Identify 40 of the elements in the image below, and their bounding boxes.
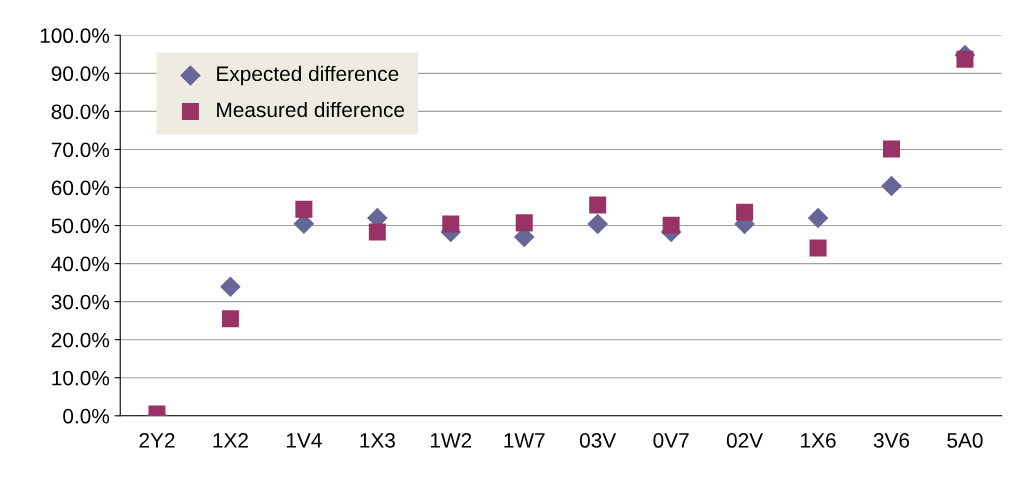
point bbox=[736, 203, 754, 221]
point bbox=[587, 213, 608, 235]
x-tick-label: 1X3 bbox=[360, 433, 395, 448]
y-tick-label: 90.0% bbox=[51, 66, 110, 82]
x-tick-label: 2Y2 bbox=[139, 433, 175, 448]
point bbox=[368, 223, 386, 241]
x-tick-label: 3V6 bbox=[873, 433, 910, 448]
y-tick-label: 70.0% bbox=[51, 142, 110, 158]
y-tick-label: 100.0% bbox=[40, 28, 110, 44]
point bbox=[807, 207, 829, 229]
point bbox=[882, 140, 900, 158]
point bbox=[442, 215, 460, 233]
y-tick-label: 10.0% bbox=[52, 370, 110, 386]
legend-label: Measured difference bbox=[217, 101, 405, 118]
x-tick-label: 1V4 bbox=[286, 433, 322, 448]
x-tick-label: 1W2 bbox=[430, 433, 472, 448]
x-tick-label: 5A0 bbox=[947, 433, 983, 448]
y-tick-label: 20.0% bbox=[51, 332, 110, 348]
y-tick-label: 80.0% bbox=[51, 104, 110, 120]
y-tick-label: 0.0% bbox=[63, 408, 110, 424]
x-tick-label: 1X6 bbox=[801, 433, 836, 448]
point bbox=[956, 50, 974, 68]
point bbox=[881, 175, 902, 197]
x-tick-label: 1X2 bbox=[213, 433, 248, 448]
point bbox=[589, 196, 607, 214]
point bbox=[809, 239, 827, 257]
point bbox=[220, 276, 241, 298]
x-tick-label: 0V7 bbox=[653, 433, 689, 448]
y-tick-label: 60.0% bbox=[51, 180, 110, 196]
point bbox=[221, 310, 239, 328]
x-tick-label: 03V bbox=[579, 433, 617, 448]
y-tick-label: 30.0% bbox=[51, 294, 110, 310]
x-tick-label: 02V bbox=[726, 433, 764, 448]
legend-label: Expected difference bbox=[217, 65, 399, 86]
x-tick-label: 1W7 bbox=[504, 433, 545, 448]
point bbox=[662, 216, 680, 234]
y-tick-label: 50.0% bbox=[51, 218, 110, 234]
y-tick-label: 40.0% bbox=[51, 256, 110, 272]
point bbox=[515, 214, 533, 232]
point bbox=[295, 200, 313, 218]
